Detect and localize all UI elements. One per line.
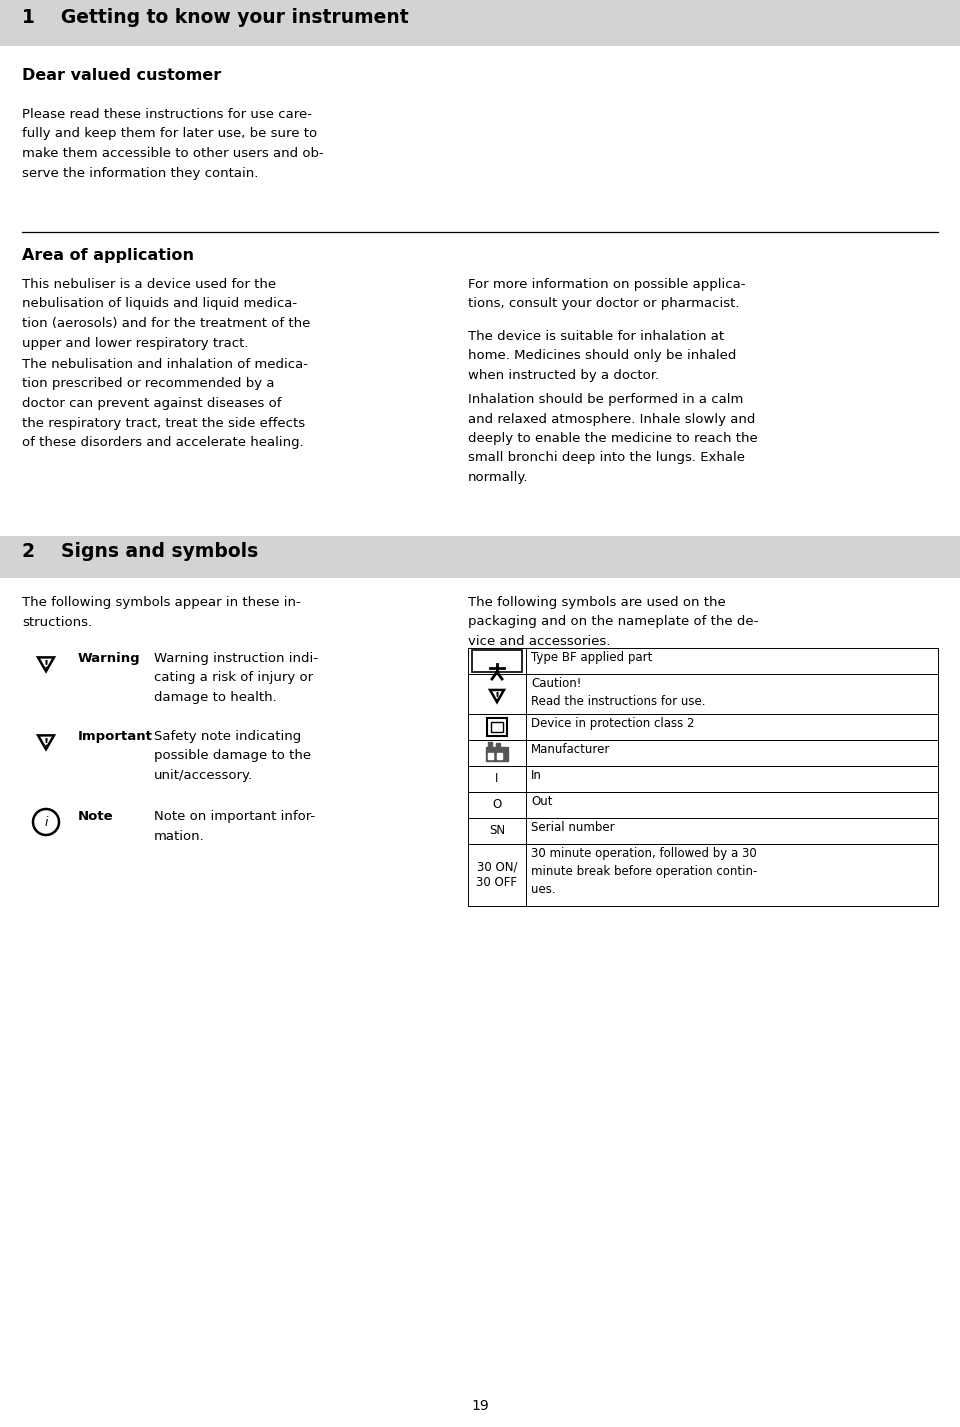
Text: Device in protection class 2: Device in protection class 2 — [531, 716, 694, 731]
Bar — [487, 718, 507, 736]
Text: Caution!
Read the instructions for use.: Caution! Read the instructions for use. — [531, 676, 706, 708]
Text: Important: Important — [78, 731, 153, 743]
Text: The following symbols appear in these in-
structions.: The following symbols appear in these in… — [22, 596, 300, 628]
Bar — [496, 743, 500, 746]
Text: For more information on possible applica-
tions, consult your doctor or pharmaci: For more information on possible applica… — [468, 278, 746, 311]
Text: This nebuliser is a device used for the
nebulisation of liquids and liquid medic: This nebuliser is a device used for the … — [22, 278, 310, 350]
Text: Inhalation should be performed in a calm
and relaxed atmosphere. Inhale slowly a: Inhalation should be performed in a calm… — [468, 392, 757, 484]
Bar — [488, 742, 492, 746]
Text: O: O — [492, 799, 502, 812]
Text: The following symbols are used on the
packaging and on the nameplate of the de-
: The following symbols are used on the pa… — [468, 596, 758, 648]
Text: Serial number: Serial number — [531, 821, 614, 833]
Bar — [468, 766, 938, 792]
Text: 30 minute operation, followed by a 30
minute break before operation contin-
ues.: 30 minute operation, followed by a 30 mi… — [531, 848, 757, 896]
Bar — [468, 843, 938, 906]
Text: The nebulisation and inhalation of medica-
tion prescribed or recommended by a
d: The nebulisation and inhalation of medic… — [22, 358, 308, 450]
Bar — [0, 537, 960, 578]
Bar — [468, 648, 938, 674]
Text: 30 ON/
30 OFF: 30 ON/ 30 OFF — [476, 860, 517, 889]
Text: 19: 19 — [471, 1398, 489, 1413]
Bar — [468, 792, 938, 818]
Text: Dear valued customer: Dear valued customer — [22, 68, 221, 83]
Bar — [0, 0, 960, 46]
Circle shape — [492, 654, 502, 664]
Bar — [468, 714, 938, 741]
Text: 1    Getting to know your instrument: 1 Getting to know your instrument — [22, 9, 409, 27]
Bar — [488, 753, 493, 759]
Text: Safety note indicating
possible damage to the
unit/accessory.: Safety note indicating possible damage t… — [154, 731, 311, 782]
Text: Type BF applied part: Type BF applied part — [531, 651, 653, 664]
Text: Warning: Warning — [78, 652, 140, 665]
Text: Out: Out — [531, 795, 553, 808]
Text: i: i — [44, 815, 48, 829]
Text: Note on important infor-
mation.: Note on important infor- mation. — [154, 811, 315, 842]
Text: Manufacturer: Manufacturer — [531, 743, 611, 756]
Bar — [491, 722, 503, 732]
Text: !: ! — [43, 661, 49, 671]
Text: !: ! — [43, 738, 49, 748]
Text: Warning instruction indi-
cating a risk of injury or
damage to health.: Warning instruction indi- cating a risk … — [154, 652, 318, 704]
Bar — [468, 818, 938, 843]
Text: Note: Note — [78, 811, 113, 823]
Text: Please read these instructions for use care-
fully and keep them for later use, : Please read these instructions for use c… — [22, 108, 324, 180]
Bar — [468, 674, 938, 714]
Bar — [486, 746, 508, 761]
Text: 2    Signs and symbols: 2 Signs and symbols — [22, 542, 258, 561]
Bar — [497, 753, 502, 759]
Text: In: In — [531, 769, 541, 782]
Text: I: I — [495, 772, 498, 785]
Bar — [472, 651, 522, 672]
Text: SN: SN — [489, 825, 505, 838]
Text: !: ! — [494, 692, 499, 702]
Bar — [468, 741, 938, 766]
Text: The device is suitable for inhalation at
home. Medicines should only be inhaled
: The device is suitable for inhalation at… — [468, 330, 736, 382]
Text: Area of application: Area of application — [22, 248, 194, 263]
